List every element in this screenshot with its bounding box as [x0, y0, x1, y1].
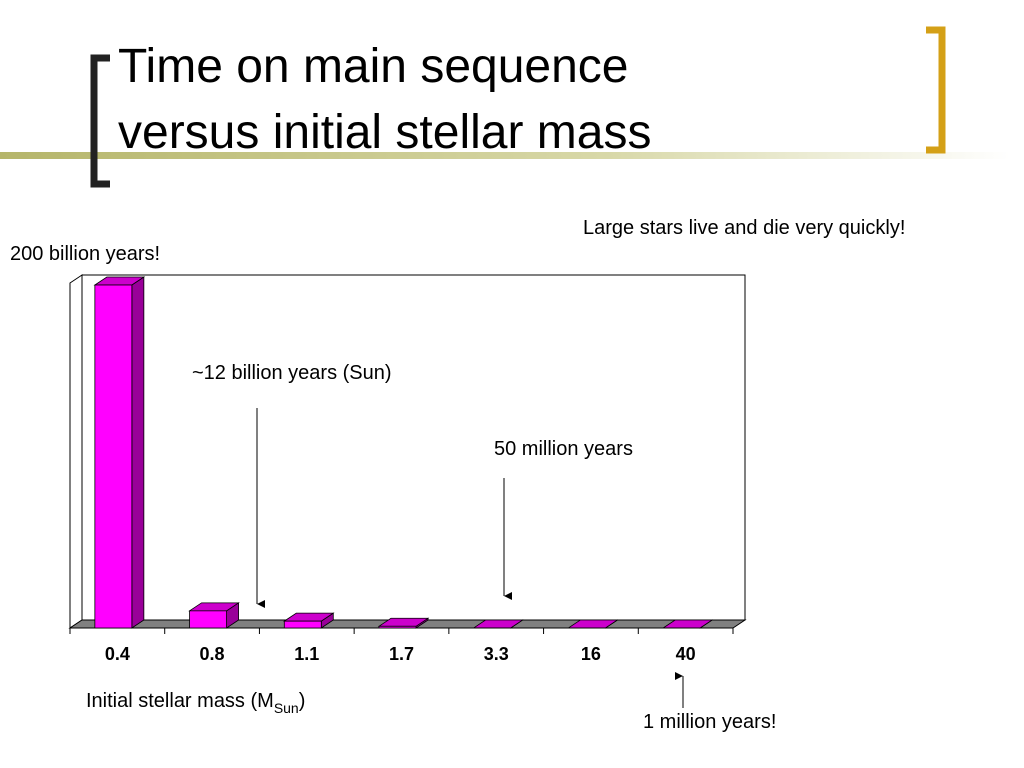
bar-side	[131, 276, 145, 629]
bar-front	[378, 625, 417, 629]
x-tick-label: 3.3	[484, 644, 509, 664]
annotation: 50 million years	[494, 438, 633, 460]
bar-front	[189, 610, 227, 629]
annotation: ~12 billion years (Sun)	[192, 362, 392, 384]
x-label-text: Initial stellar mass (M	[86, 690, 274, 712]
right-bracket	[926, 26, 946, 154]
title: Time on main sequence	[118, 40, 629, 93]
x-tick-label: 1.7	[389, 644, 414, 664]
bar	[472, 619, 525, 629]
left-bracket	[90, 54, 110, 188]
bar	[377, 617, 430, 629]
bar	[282, 612, 335, 629]
title-band	[0, 152, 1010, 159]
bar	[188, 602, 240, 629]
bar	[93, 276, 146, 629]
x-label-subscript: Sun	[274, 700, 299, 716]
chart	[68, 274, 747, 634]
x-axis-label: Initial stellar mass (MSun)	[86, 690, 305, 716]
x-tick-label: 0.4	[105, 644, 130, 664]
x-tick-label: 1.1	[294, 644, 319, 664]
bar	[567, 619, 619, 629]
side-wall	[69, 274, 83, 629]
annotation: Large stars live and die very quickly!	[583, 217, 905, 239]
x-tick-label: 0.8	[200, 644, 225, 664]
x-tick-label: 40	[676, 644, 696, 664]
x-label-close: )	[299, 690, 306, 712]
x-tick-label: 16	[581, 644, 601, 664]
title: versus initial stellar mass	[118, 106, 651, 159]
annotation: 1 million years!	[643, 711, 776, 733]
back-wall	[81, 274, 746, 621]
bar-front	[94, 284, 133, 629]
bar-front	[283, 620, 322, 629]
bar	[661, 619, 714, 629]
annotation: 200 billion years!	[10, 243, 160, 265]
